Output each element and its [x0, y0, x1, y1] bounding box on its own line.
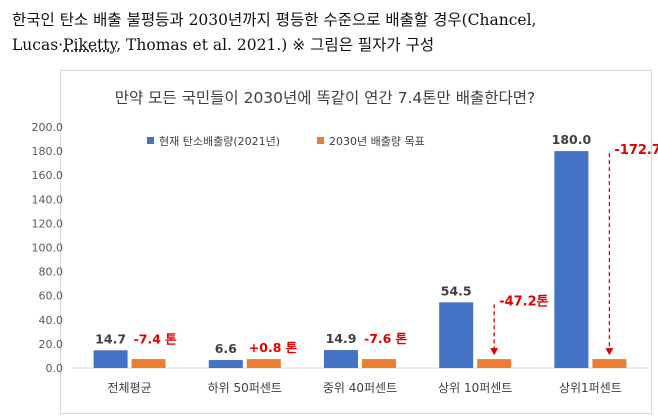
bars: 14.7 -7.4 톤 6.6 +0.8 톤 14.9 -7.6 톤 54.5 -47.2톤 1…	[93, 132, 658, 368]
change-label: -47.2톤	[499, 294, 548, 309]
caption-line-2: Lucas·Piketty, Thomas et al. 2021.) ※ 그림…	[12, 33, 652, 58]
bar-current	[439, 302, 474, 368]
y-tick-label: 140.0	[32, 193, 64, 206]
bar-target	[592, 359, 627, 368]
bar-current	[554, 151, 589, 368]
figure-caption: 한국인 탄소 배출 불평등과 2030년까지 평등한 수준으로 배출할 경우(C…	[12, 8, 652, 58]
legend-label: 현재 탄소배출량(2021년)	[159, 135, 280, 148]
x-category-label: 중위 40퍼센트	[323, 381, 397, 395]
change-label: -172.7톤	[614, 143, 658, 158]
caption-author-2: Piketty	[63, 36, 117, 54]
y-tick-label: 0.0	[46, 362, 64, 375]
caption-line-1: 한국인 탄소 배출 불평등과 2030년까지 평등한 수준으로 배출할 경우(C…	[12, 11, 537, 29]
bar-target	[477, 359, 512, 368]
bar-value-label: 14.7	[95, 331, 126, 346]
chart-legend: 현재 탄소배출량(2021년) 2030년 배출량 목표	[147, 135, 425, 148]
y-tick-label: 80.0	[39, 266, 64, 279]
bar-target	[131, 359, 166, 368]
caption-rest: , Thomas et al. 2021.) ※ 그림은 필자가 구성	[116, 36, 435, 54]
caption-author-1: Lucas·	[12, 36, 64, 54]
x-axis: 전체평균 하위 50퍼센트 중위 40퍼센트 상위 10퍼센트 상위1퍼센트	[108, 381, 622, 395]
y-tick-label: 120.0	[32, 217, 64, 230]
y-tick-label: 20.0	[39, 338, 64, 351]
legend-label: 2030년 배출량 목표	[329, 135, 425, 148]
bar-value-label: 14.9	[326, 331, 357, 346]
y-tick-label: 60.0	[39, 290, 64, 303]
y-axis: 0.0 20.0 40.0 60.0 80.0 100.0 120.0 140.0 160.0 1…	[32, 121, 648, 375]
bar-value-label: 54.5	[441, 283, 472, 298]
x-category-label: 상위1퍼센트	[559, 381, 622, 395]
change-label: -7.6 톤	[364, 331, 408, 346]
bar-value-label: 180.0	[552, 132, 592, 147]
x-category-label: 하위 50퍼센트	[208, 381, 282, 395]
reduction-arrow-head	[490, 348, 499, 356]
y-tick-label: 100.0	[32, 242, 64, 255]
change-label: -7.4 톤	[134, 331, 178, 346]
y-tick-label: 200.0	[32, 121, 64, 134]
bar-target	[246, 359, 281, 368]
y-tick-label: 180.0	[32, 145, 64, 158]
change-label: +0.8 톤	[249, 340, 298, 355]
legend-swatch	[317, 137, 324, 144]
y-tick-label: 160.0	[32, 169, 64, 182]
legend-swatch	[147, 137, 154, 144]
reduction-arrow-head	[605, 348, 614, 356]
y-tick-label: 40.0	[39, 314, 64, 327]
x-category-label: 전체평균	[108, 381, 152, 395]
bar-value-label: 6.6	[215, 341, 237, 356]
chart-title: 만약 모든 국민들이 2030년에 똑같이 연간 7.4톤만 배출한다면?	[115, 89, 536, 107]
x-category-label: 상위 10퍼센트	[438, 381, 512, 395]
bar-current	[93, 350, 128, 368]
bar-target	[362, 359, 396, 368]
bar-current	[208, 360, 243, 368]
bar-current	[324, 350, 358, 368]
